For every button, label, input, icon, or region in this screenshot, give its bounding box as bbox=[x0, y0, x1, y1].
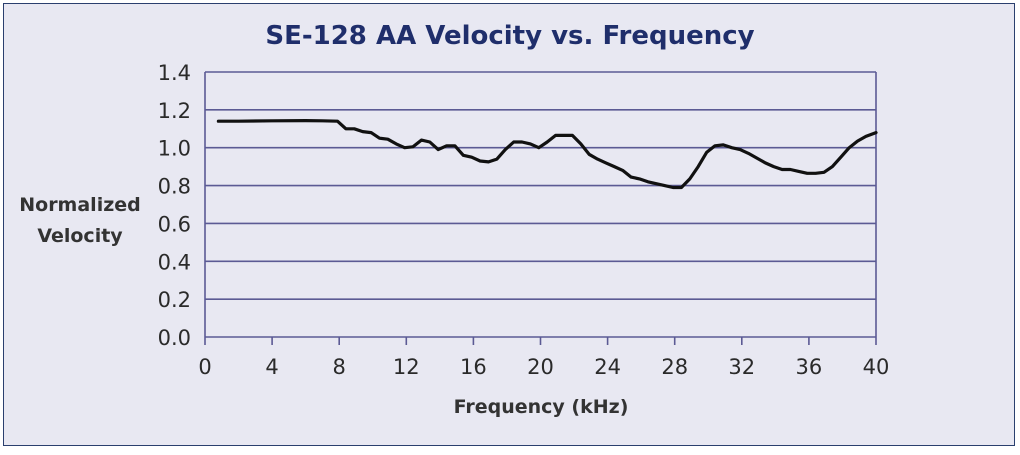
y-tick-label: 0.4 bbox=[158, 250, 191, 274]
x-tick-labels: 0 4 8 12 16 20 24 28 32 36 40 bbox=[198, 355, 889, 379]
x-tick-label: 40 bbox=[863, 355, 890, 379]
velocity-series-line bbox=[216, 119, 878, 190]
x-tick-label: 8 bbox=[333, 355, 346, 379]
x-tick-label: 20 bbox=[527, 355, 554, 379]
x-axis-label: Frequency (kHz) bbox=[454, 396, 629, 418]
y-axis-label-line2: Velocity bbox=[37, 225, 123, 247]
x-tick-label: 32 bbox=[728, 355, 755, 379]
y-tick-label: 0.2 bbox=[158, 288, 191, 312]
x-tick-label: 36 bbox=[796, 355, 823, 379]
y-tick-label: 0.8 bbox=[158, 175, 191, 199]
y-axis-label-line1: Normalized bbox=[19, 194, 141, 216]
y-tick-label: 1.4 bbox=[158, 61, 191, 85]
chart-title: SE-128 AA Velocity vs. Frequency bbox=[265, 21, 754, 51]
x-tick-label: 4 bbox=[265, 355, 278, 379]
y-tick-label: 1.0 bbox=[158, 137, 191, 161]
x-tick-label: 0 bbox=[198, 355, 211, 379]
y-tick-label: 1.2 bbox=[158, 99, 191, 123]
chart-frame bbox=[3, 3, 1015, 446]
x-tick-label: 24 bbox=[594, 355, 621, 379]
x-tick-label: 12 bbox=[393, 355, 420, 379]
x-tick-label: 16 bbox=[460, 355, 487, 379]
y-tick-label: 0.6 bbox=[158, 212, 191, 236]
y-tick-label: 0.0 bbox=[158, 326, 191, 350]
grid-lines bbox=[204, 71, 877, 345]
y-tick-labels: 0.0 0.2 0.4 0.6 0.8 1.0 1.2 1.4 bbox=[158, 61, 191, 350]
x-tick-label: 28 bbox=[661, 355, 688, 379]
